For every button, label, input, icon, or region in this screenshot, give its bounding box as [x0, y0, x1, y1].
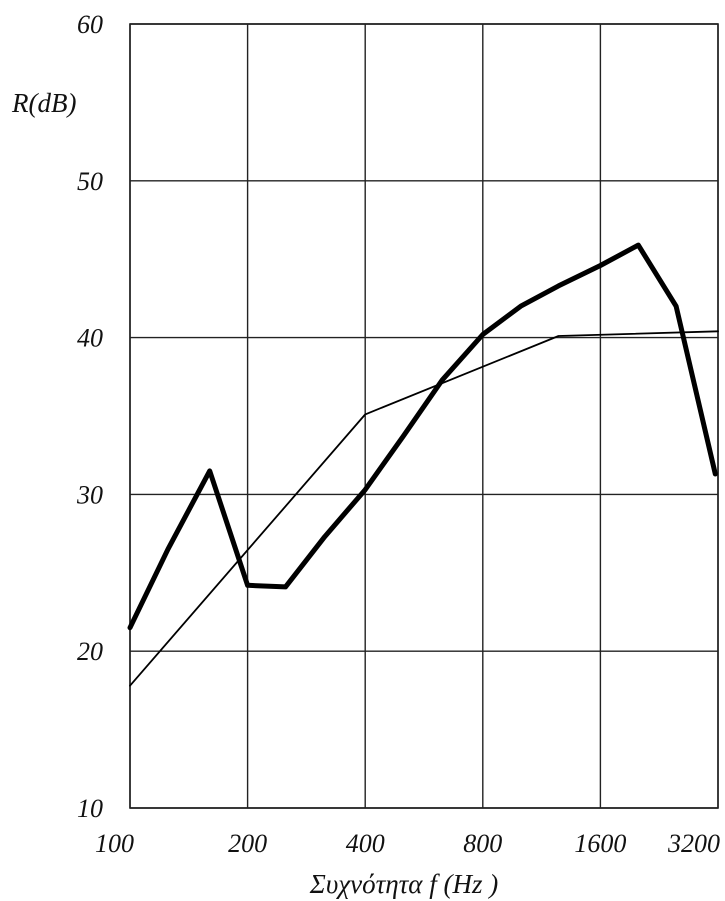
measured-curve-line [127, 242, 718, 631]
x-tick-label: 100 [95, 829, 134, 858]
x-tick-label: 200 [228, 829, 267, 858]
y-tick-label: 30 [76, 480, 103, 509]
y-axis-label: R(dB) [11, 88, 76, 118]
plot-frame [129, 23, 719, 809]
reference-curve-line [129, 330, 719, 687]
y-tick-label: 50 [77, 167, 103, 196]
x-tick-labels: 100 200 400 800 1600 3200 [95, 829, 720, 858]
series-group [127, 242, 719, 687]
x-tick-label: 400 [346, 829, 385, 858]
x-axis-label: Συχνότητα f (Hz ) [309, 869, 498, 899]
y-tick-label: 40 [77, 324, 103, 353]
x-tick-label: 3200 [667, 829, 720, 858]
y-tick-label: 60 [77, 10, 103, 39]
y-tick-label: 10 [77, 794, 103, 823]
x-tick-label: 800 [463, 829, 502, 858]
y-tick-label: 20 [77, 637, 103, 666]
y-tick-labels: 10 20 30 40 50 60 [76, 10, 103, 823]
grid [129, 23, 719, 809]
x-tick-label: 1600 [574, 829, 626, 858]
